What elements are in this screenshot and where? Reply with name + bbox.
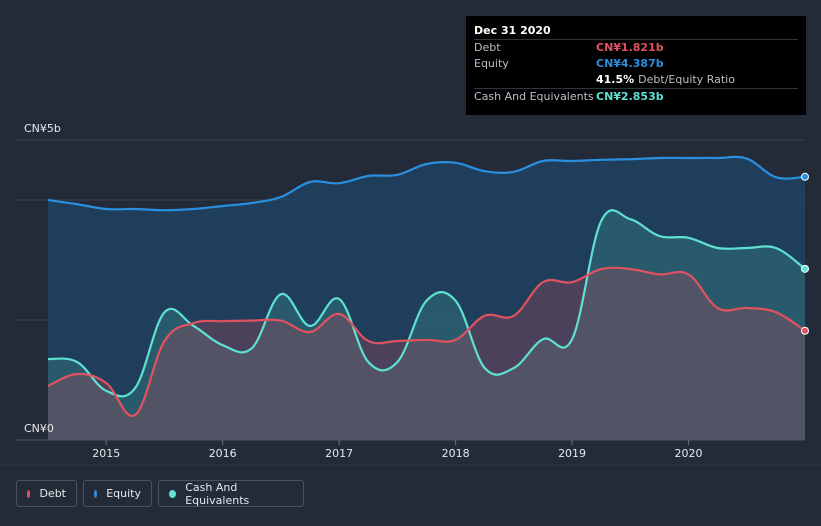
legend-equity-button[interactable]: Equity xyxy=(83,480,152,507)
y-axis-top-label: CN¥5b xyxy=(24,122,61,135)
tooltip-cash-row: Cash And Equivalents CN¥2.853b xyxy=(474,88,798,105)
legend-cash-label: Cash And Equivalents xyxy=(185,480,250,507)
tooltip-ratio-value: 41.5% xyxy=(596,73,635,86)
tooltip-date: Dec 31 2020 xyxy=(474,24,551,37)
tooltip-debt-row: Debt CN¥1.821b xyxy=(474,39,798,56)
equity-endpoint[interactable] xyxy=(801,172,809,181)
tooltip-ratio-label: Debt/Equity Ratio xyxy=(638,73,735,86)
equity-dot-icon xyxy=(94,489,98,498)
tooltip-ratio-row: 41.5% Debt/Equity Ratio xyxy=(474,72,798,88)
legend-cash-button[interactable]: Cash And Equivalents xyxy=(158,480,304,507)
tooltip-cash-value: CN¥2.853b xyxy=(596,90,664,103)
x-tick-label-2020: 2020 xyxy=(675,447,703,460)
tooltip-panel: Dec 31 2020 Debt CN¥1.821b Equity CN¥4.3… xyxy=(466,16,806,115)
x-tick-label-2018: 2018 xyxy=(442,447,470,460)
x-tick-label-2019: 2019 xyxy=(558,447,586,460)
cash-dot-icon xyxy=(169,489,177,498)
tooltip-debt-value: CN¥1.821b xyxy=(596,41,664,54)
equity-line xyxy=(47,155,806,212)
cash-endpoint[interactable] xyxy=(801,264,809,273)
legend-equity-label: Equity xyxy=(106,487,141,500)
tooltip-debt-label: Debt xyxy=(474,41,501,54)
debt-endpoint[interactable] xyxy=(801,326,809,335)
x-tick-label-2015: 2015 xyxy=(92,447,120,460)
equity-area xyxy=(48,156,805,440)
tooltip-equity-row: Equity CN¥4.387b xyxy=(474,56,798,72)
x-tick-label-2017: 2017 xyxy=(325,447,353,460)
tooltip-equity-value: CN¥4.387b xyxy=(596,57,664,70)
y-axis-bottom-label: CN¥0 xyxy=(24,422,54,435)
debt-dot-icon xyxy=(27,489,31,498)
legend-debt-button[interactable]: Debt xyxy=(16,480,77,507)
x-tick-label-2016: 2016 xyxy=(209,447,237,460)
debt-area xyxy=(48,267,805,440)
debt-line xyxy=(47,266,806,418)
tooltip-cash-label: Cash And Equivalents xyxy=(474,90,594,103)
cash-line xyxy=(47,209,806,398)
legend-debt-label: Debt xyxy=(39,487,66,500)
tooltip-equity-label: Equity xyxy=(474,57,509,70)
